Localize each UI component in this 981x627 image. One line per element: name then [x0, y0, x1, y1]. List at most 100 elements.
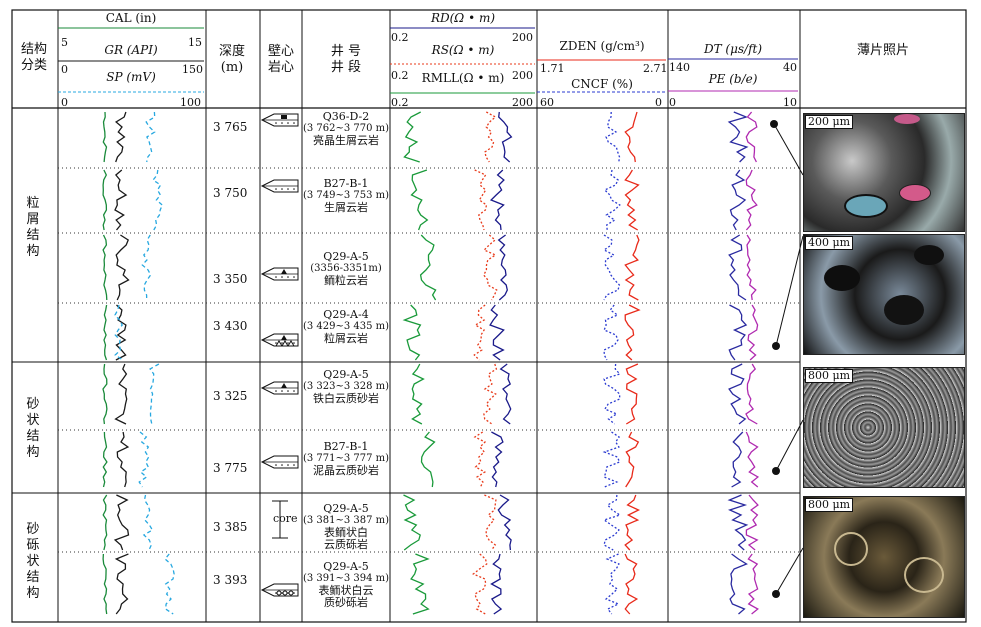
rmll-label: RMLL(Ω • m) — [421, 71, 505, 85]
cncf-curve — [603, 304, 619, 361]
depth-6: 3 775 — [213, 461, 248, 475]
lithology-icon — [281, 276, 283, 278]
cncf-curve — [602, 234, 621, 301]
cal-curve — [102, 169, 108, 231]
rs-label: RS(Ω • m) — [431, 43, 495, 57]
lithology-icon — [288, 590, 294, 596]
dt-curve — [729, 169, 747, 231]
lithology-icon — [287, 464, 289, 466]
cncf-curve — [605, 111, 621, 163]
zden-curve — [625, 363, 639, 425]
thin-section-photo-1: 200 μm — [803, 113, 965, 232]
lithology-icon — [293, 390, 295, 392]
dt-curve — [728, 363, 747, 425]
cal-curve — [102, 234, 108, 301]
rmll-curve — [402, 304, 422, 361]
sp-curve — [114, 304, 124, 361]
lithology-icon — [287, 340, 295, 347]
cal-max: 15 — [188, 36, 202, 49]
cal-min: 5 — [61, 36, 68, 49]
scale-bar: 800 μm — [805, 369, 854, 383]
dt-max: 40 — [783, 61, 797, 74]
dt-curve — [728, 304, 748, 361]
pe-curve — [745, 169, 758, 231]
zden-curve — [624, 169, 640, 231]
scale-bar: 400 μm — [805, 236, 854, 250]
well-1: Q36-D-2 (3 762~3 770 m) 亮晶生屑云岩 — [302, 110, 390, 147]
lithology-icon — [293, 188, 295, 190]
zden-curve — [624, 494, 641, 551]
lithology-icon — [293, 464, 295, 466]
sp-min: 0 — [61, 96, 68, 109]
rmll-curve — [403, 111, 421, 163]
lithology-icon — [281, 115, 287, 119]
photo-grain — [894, 114, 920, 124]
rmll-min: 0.2 — [391, 96, 409, 109]
pe-curve — [745, 111, 758, 163]
rd-max: 200 — [512, 31, 533, 44]
depth-2: 3 750 — [213, 186, 248, 200]
cncf-curve — [602, 494, 622, 551]
zden-curve — [624, 111, 638, 163]
photo-grain — [834, 532, 868, 566]
well-4: Q29-A-4 (3 429~3 435 m) 粒屑云岩 — [302, 308, 390, 345]
well-label: 井 号 井 段 — [330, 44, 362, 75]
depth-5: 3 325 — [213, 389, 248, 403]
rd-curve — [490, 553, 503, 615]
rs-max: 200 — [512, 69, 533, 82]
dt-label: DT (μs/ft) — [703, 42, 763, 56]
sp-curve — [152, 169, 164, 231]
lithology-icon — [276, 590, 282, 596]
header-structure: 结构 分类 — [20, 42, 47, 73]
cal-curve — [102, 111, 108, 163]
lithology-icon — [281, 188, 283, 190]
depth-3: 3 350 — [213, 272, 248, 286]
lithology-icon — [281, 340, 289, 347]
cal-curve — [102, 363, 108, 425]
gr-curve — [116, 431, 130, 488]
cncf-curve — [603, 169, 621, 231]
thin-section-photo-4: 800 μm — [803, 496, 965, 618]
lithology-icon — [282, 590, 288, 596]
sp-curve — [164, 553, 175, 615]
rs-curve — [483, 363, 498, 425]
well-6: B27-B-1 (3 771~3 777 m) 泥晶云质砂岩 — [302, 440, 390, 477]
rd-min: 0.2 — [391, 31, 409, 44]
sp-curve — [149, 363, 160, 425]
cal-label: CAL (in) — [105, 11, 157, 25]
gr-curve — [114, 169, 128, 231]
rs-curve — [484, 111, 497, 163]
lithology-icon — [293, 122, 295, 124]
rs-min: 0.2 — [391, 69, 409, 82]
lithology-icon — [287, 342, 289, 344]
rs-curve — [473, 431, 487, 488]
pointer-line — [775, 547, 804, 595]
thin-section-photo-2: 400 μm — [803, 234, 965, 355]
lithology-icon — [281, 269, 287, 274]
rd-curve — [489, 169, 505, 231]
photo-grain — [904, 557, 944, 593]
zden-curve — [625, 431, 640, 488]
sp-curve — [138, 431, 150, 488]
dt-curve — [731, 431, 744, 488]
lithology-icon — [281, 383, 287, 388]
lithology-icon — [281, 122, 283, 124]
lithology-icon — [275, 464, 277, 466]
pe-curve — [747, 553, 759, 615]
pe-curve — [745, 494, 759, 551]
cal-curve — [102, 494, 108, 551]
lithology-icon — [281, 464, 283, 466]
core-text: core — [273, 512, 298, 525]
cncf-curve — [604, 553, 620, 615]
lithology-icon — [287, 122, 289, 124]
rs-curve — [482, 234, 498, 301]
lithology-icon — [281, 592, 283, 594]
zden-curve — [624, 553, 639, 615]
gr-curve — [114, 363, 128, 425]
zden-curve — [624, 234, 640, 301]
zden-curve — [624, 304, 641, 361]
lithology-icon — [293, 592, 295, 594]
lithology-icon — [281, 390, 283, 392]
gr-curve — [114, 111, 127, 163]
well-3: Q29-A-5 (3356-3351m) 鲕粒云岩 — [310, 250, 382, 287]
